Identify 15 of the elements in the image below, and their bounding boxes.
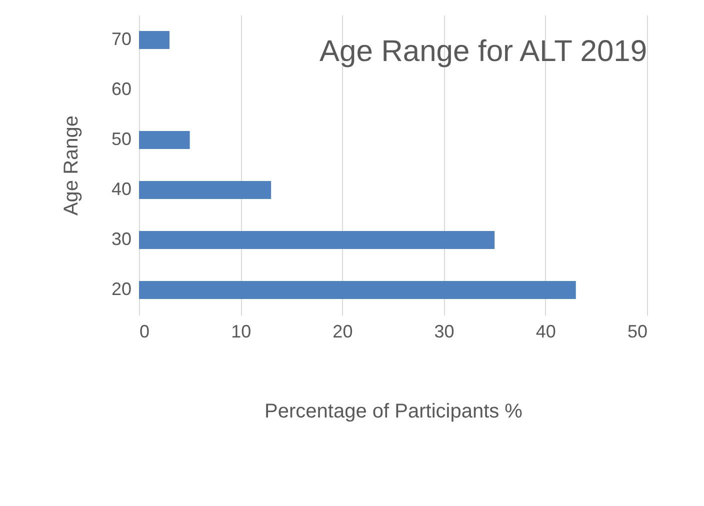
x-tick-label: 20 [332, 322, 353, 342]
x-tick-label: 30 [434, 322, 454, 342]
y-tick-label: 60 [111, 79, 132, 99]
x-tick-label: 40 [536, 322, 556, 342]
x-tick-label: 0 [140, 322, 150, 342]
y-tick-label: 20 [111, 279, 132, 299]
y-tick-label: 70 [111, 29, 132, 49]
x-tick-label: 10 [231, 322, 252, 342]
y-axis-title: Age Range [60, 115, 82, 216]
text: Age Range for ALT 2019 [320, 35, 647, 68]
y-tick-label: 50 [111, 129, 132, 149]
x-axis-title: Percentage of Participants % [264, 400, 523, 422]
y-tick-label: 40 [111, 179, 132, 199]
x-tick-label: 50 [627, 322, 648, 342]
y-tick-label: 30 [111, 229, 132, 249]
